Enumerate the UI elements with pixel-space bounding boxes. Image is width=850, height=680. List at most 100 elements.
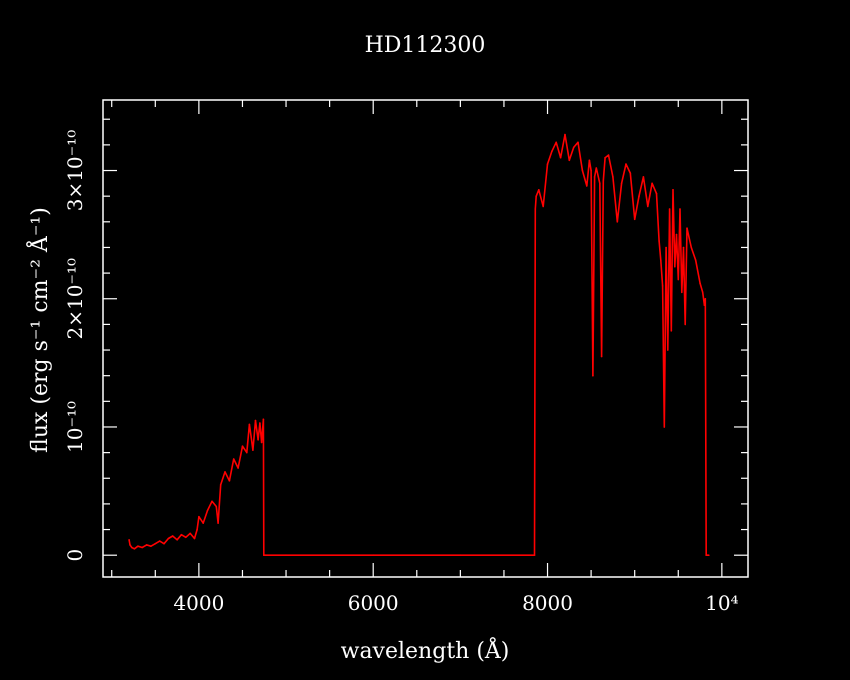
data-point	[263, 554, 266, 556]
data-point	[196, 528, 198, 531]
data-point	[551, 150, 553, 153]
data-point	[189, 532, 191, 535]
y-axis-label: flux (erg s⁻¹ cm⁻² Å⁻¹)	[25, 207, 53, 453]
data-point	[602, 180, 605, 182]
data-point	[655, 192, 658, 195]
data-point	[128, 539, 130, 541]
data-point	[211, 500, 213, 503]
data-point	[241, 445, 244, 448]
data-point	[665, 246, 667, 249]
data-point	[705, 554, 707, 556]
y-tick-label: 3×10⁻¹⁰	[63, 130, 87, 212]
data-point	[588, 159, 591, 162]
data-point	[595, 167, 598, 169]
x-tick-label: 6000	[348, 591, 399, 615]
data-point	[180, 533, 183, 536]
data-point	[681, 291, 683, 294]
x-tick-label: 4000	[173, 591, 224, 615]
data-point	[672, 189, 674, 191]
data-point	[257, 439, 259, 441]
data-point	[176, 539, 178, 541]
data-point	[193, 537, 196, 540]
data-point	[629, 172, 632, 174]
data-point	[219, 483, 222, 486]
data-point	[668, 208, 671, 210]
data-point	[661, 285, 664, 287]
data-point	[658, 240, 660, 242]
data-point	[137, 545, 139, 547]
data-point	[559, 156, 562, 159]
data-point	[546, 163, 549, 165]
data-point	[198, 515, 200, 518]
data-point	[690, 246, 693, 249]
data-point	[534, 208, 537, 210]
data-point	[590, 169, 592, 172]
data-point	[163, 542, 165, 545]
data-point	[572, 146, 575, 149]
data-point	[616, 221, 619, 223]
data-point	[246, 451, 248, 454]
data-point	[185, 536, 187, 539]
data-point	[667, 349, 669, 351]
data-point	[612, 176, 614, 178]
data-point	[154, 542, 157, 545]
data-point	[131, 546, 133, 549]
data-point	[704, 298, 707, 300]
data-point	[694, 259, 697, 262]
data-point	[586, 185, 588, 187]
data-point	[259, 422, 261, 424]
data-point	[660, 259, 662, 262]
data-point	[684, 323, 686, 326]
plot-area: 4000 6000 8000 10⁴ 0 10⁻¹⁰ 2×10⁻¹⁰ 3×10⁻¹⁰	[63, 99, 749, 615]
data-point	[679, 208, 681, 210]
x-axis-label: wavelength (Å)	[341, 636, 510, 664]
data-point	[215, 505, 218, 508]
data-point	[577, 141, 579, 144]
data-point	[167, 537, 170, 540]
data-point	[674, 265, 676, 268]
data-point	[564, 133, 566, 136]
data-point	[663, 426, 666, 428]
data-point	[459, 554, 462, 556]
data-point	[708, 554, 710, 556]
data-point	[202, 522, 204, 524]
data-point	[250, 436, 252, 439]
data-point	[150, 545, 152, 547]
data-point	[232, 458, 235, 460]
data-point	[237, 467, 239, 469]
data-point	[158, 540, 161, 542]
data-point	[625, 163, 627, 165]
data-point	[593, 176, 596, 178]
data-point	[675, 233, 678, 236]
data-point	[703, 304, 706, 307]
data-point	[535, 195, 537, 197]
series-line-0	[128, 133, 709, 557]
data-point	[542, 205, 544, 208]
data-point	[171, 535, 174, 537]
y-tick-label: 2×10⁻¹⁰	[63, 258, 87, 340]
data-point	[372, 554, 375, 556]
data-point	[600, 355, 603, 358]
data-point	[701, 291, 704, 294]
data-point	[145, 544, 148, 546]
data-point	[217, 522, 219, 524]
y-tick-label: 10⁻¹⁰	[63, 401, 87, 453]
data-point	[260, 441, 263, 444]
data-point	[533, 554, 536, 556]
data-point	[699, 282, 701, 285]
data-point	[686, 227, 688, 229]
x-tick-label: 10⁴	[705, 591, 738, 615]
data-point	[651, 182, 653, 185]
data-point	[252, 449, 254, 451]
data-point	[285, 554, 287, 556]
data-point	[647, 205, 649, 208]
data-point	[592, 374, 594, 377]
data-point	[206, 509, 209, 512]
plot-frame	[102, 99, 749, 578]
data-point	[254, 419, 257, 422]
data-point	[228, 480, 231, 482]
data-point	[538, 189, 540, 191]
y-tick-label: 0	[63, 549, 87, 562]
data-point	[670, 330, 673, 332]
